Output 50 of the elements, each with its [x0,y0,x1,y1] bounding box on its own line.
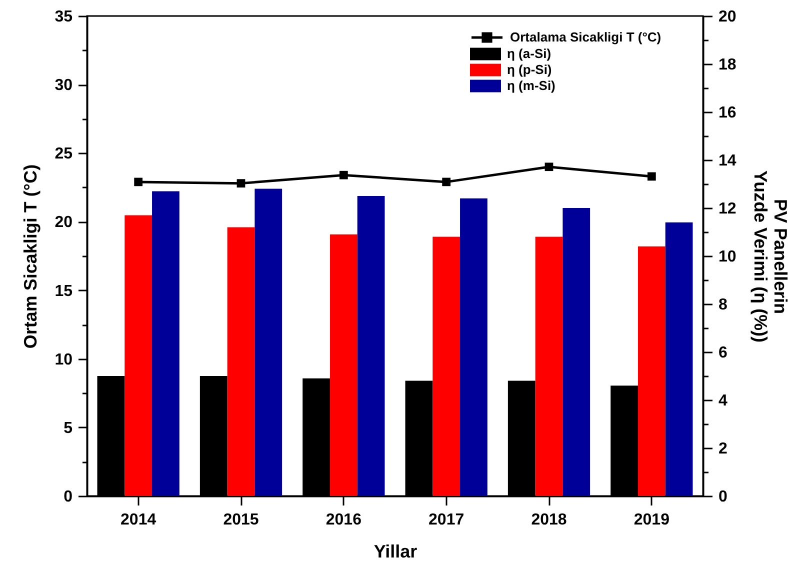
bar [254,188,282,496]
x-tick-label: 2015 [223,512,259,528]
x-tick-label: 2014 [120,512,156,528]
point [339,170,348,180]
y2-tick-label: 6 [718,344,728,362]
x-tick-label: 2016 [326,512,362,528]
y-tick-label: 0 [64,488,73,506]
bar [227,227,255,496]
x-tick-label: 2018 [531,512,567,528]
point [442,178,451,186]
bar [460,198,488,496]
y2-tick-label: 12 [718,200,736,218]
y2-tick-label: 8 [718,296,728,314]
y2-tick-label: 18 [718,56,736,74]
y-tick-label: 20 [54,214,73,232]
point [236,179,246,188]
y2-axis-title: PV Panellerin Yuzde Verimi (η (%)) [750,170,790,343]
legend-label: Ortalama Sicakligi T (°C) [510,30,662,44]
bar [357,196,385,496]
bar [124,215,152,496]
y-tick-label: 10 [54,351,73,368]
y2-tick-label: 10 [718,248,736,266]
y-axis-title: Ortam Sicakligi T (°C) [20,164,41,349]
legend-label: η (m-Si) [507,78,556,93]
legend-label: η (p-Si) [507,62,552,77]
bar [432,236,460,496]
bar [535,236,563,496]
y-tick-label: 35 [54,8,73,26]
y2-tick-label: 16 [718,104,736,122]
point [647,172,656,181]
point [134,178,143,186]
x-axis-title: Yillar [374,542,418,562]
y2-tick-label: 20 [718,8,736,26]
y2-tick-label: 14 [718,152,736,170]
bar [665,222,693,496]
point [544,162,554,172]
legend-label: η (a-Si) [507,46,552,61]
bar [152,191,180,496]
y-tick-label: 5 [64,420,73,437]
bar [562,208,590,496]
y2-tick-label: 0 [718,488,728,506]
y2-tick-label: 2 [718,440,728,458]
x-tick-label: 2019 [634,512,670,528]
x-tick-label: 2017 [428,512,464,528]
bar [638,246,666,496]
y-tick-label: 30 [54,77,73,94]
bar [330,234,358,496]
y2-tick-label: 4 [718,392,728,410]
y-tick-label: 25 [54,146,73,163]
y-tick-label: 15 [54,282,73,300]
